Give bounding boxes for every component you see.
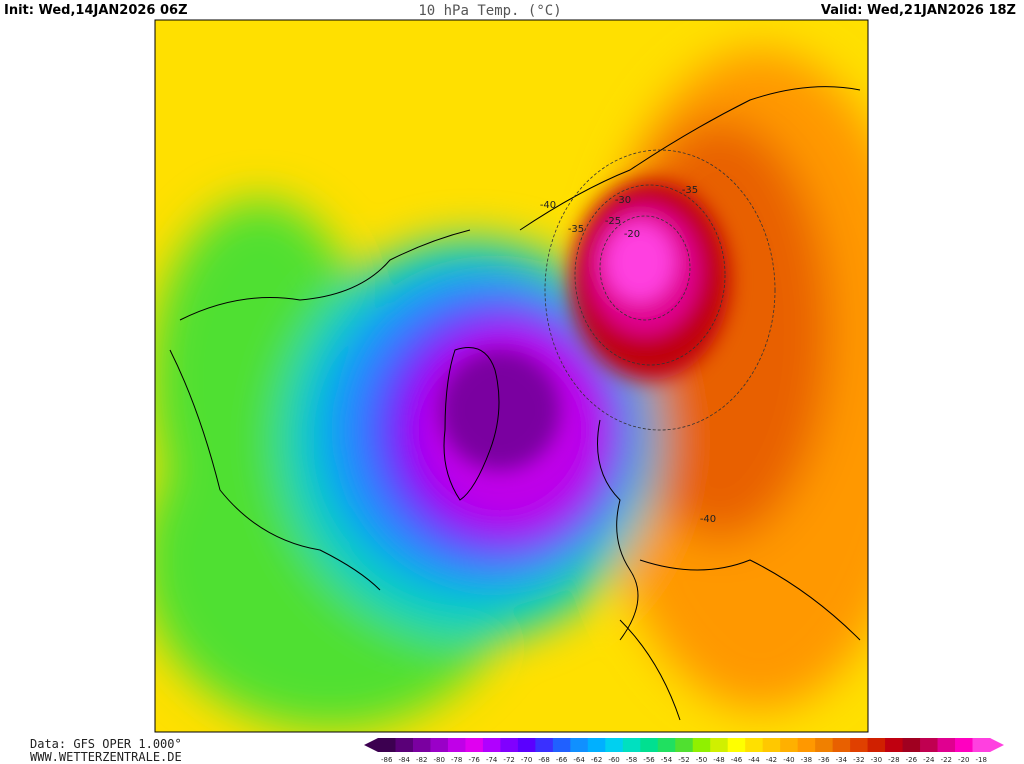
colorbar-label: -78 (451, 756, 462, 764)
colorbar-label: -60 (608, 756, 619, 764)
colorbar-label: -64 (573, 756, 585, 764)
colorbar-segment (797, 738, 816, 752)
colorbar-segment (850, 738, 869, 752)
colorbar-label: -32 (853, 756, 864, 764)
colorbar-label: -38 (801, 756, 812, 764)
colorbar-arrow-right (990, 738, 1004, 752)
colorbar-label: -42 (766, 756, 777, 764)
colorbar-label: -24 (923, 756, 935, 764)
colorbar-segment (622, 738, 641, 752)
colorbar-segment (465, 738, 484, 752)
colorbar-segment (535, 738, 554, 752)
colorbar-label: -74 (486, 756, 498, 764)
colorbar-label: -26 (906, 756, 918, 764)
colorbar-segment (955, 738, 974, 752)
colorbar-label: -66 (556, 756, 568, 764)
colorbar-segment (430, 738, 449, 752)
colorbar-label: -44 (748, 756, 760, 764)
colorbar-segment (832, 738, 851, 752)
colorbar-segment (657, 738, 676, 752)
colorbar-label: -72 (503, 756, 514, 764)
colorbar-label: -18 (976, 756, 987, 764)
init-time: Init: Wed,14JAN2026 06Z (4, 3, 188, 18)
colorbar-segment (920, 738, 939, 752)
colorbar-label: -56 (643, 756, 655, 764)
colorbar-label: -30 (871, 756, 882, 764)
colorbar-label: -20 (958, 756, 969, 764)
colorbar-segment (972, 738, 991, 752)
contour-label: -35 (682, 185, 698, 196)
colorbar-segment (675, 738, 694, 752)
valid-time: Valid: Wed,21JAN2026 18Z (821, 3, 1016, 18)
data-source: Data: GFS OPER 1.000° (30, 737, 182, 751)
colorbar-label: -22 (941, 756, 952, 764)
colorbar-segment (605, 738, 624, 752)
colorbar-label: -40 (783, 756, 794, 764)
colorbar-segment (727, 738, 746, 752)
colorbar-label: -34 (836, 756, 848, 764)
colorbar-segment (692, 738, 711, 752)
colorbar-label: -84 (399, 756, 411, 764)
colorbar-segment (902, 738, 921, 752)
contour-label: -35 (568, 224, 584, 235)
colorbar-segment (570, 738, 589, 752)
colorbar-arrow-left (364, 738, 378, 752)
colorbar-label: -82 (416, 756, 427, 764)
colorbar-segment (378, 738, 396, 752)
colorbar-label: -68 (538, 756, 549, 764)
colorbar-segment (710, 738, 729, 752)
colorbar-label: -62 (591, 756, 602, 764)
colorbar-segment (395, 738, 414, 752)
colorbar-label: -76 (468, 756, 480, 764)
contour-label: -30 (615, 195, 631, 206)
map (155, 20, 868, 732)
colorbar-label: -28 (888, 756, 899, 764)
colorbar-segment (867, 738, 886, 752)
colorbar-label: -46 (731, 756, 743, 764)
map-title: 10 hPa Temp. (°C) (418, 3, 561, 19)
colorbar-label: -58 (626, 756, 637, 764)
colorbar-segment (517, 738, 536, 752)
colorbar-segment (780, 738, 799, 752)
colorbar-segment (482, 738, 501, 752)
colorbar-segment (937, 738, 956, 752)
colorbar-label: -86 (381, 756, 393, 764)
colorbar-label: -70 (521, 756, 532, 764)
colorbar-segment (587, 738, 606, 752)
colorbar-segment (815, 738, 834, 752)
contour-label: -40 (700, 514, 716, 525)
colorbar-label: -48 (713, 756, 724, 764)
colorbar-label: -50 (696, 756, 707, 764)
colorbar: -86 -84 -82 -80 -78 -76 -74 -72 -70 -68 -66 -64 -62-… (364, 738, 1004, 764)
colorbar-segment (885, 738, 904, 752)
colorbar-segment (640, 738, 659, 752)
contour-label: -25 (605, 216, 621, 227)
map-frame (154, 19, 869, 733)
colorbar-label: -54 (661, 756, 673, 764)
colorbar-label: -52 (678, 756, 689, 764)
colorbar-segment (552, 738, 571, 752)
colorbar-segment (447, 738, 466, 752)
contour-label: -40 (540, 200, 556, 211)
colorbar-segment (762, 738, 781, 752)
contour-label: -20 (624, 229, 640, 240)
colorbar-label: -80 (433, 756, 444, 764)
website: WWW.WETTERZENTRALE.DE (30, 750, 182, 764)
colorbar-segment (412, 738, 431, 752)
colorbar-label: -36 (818, 756, 830, 764)
colorbar-segment (500, 738, 519, 752)
colorbar-segment (745, 738, 764, 752)
